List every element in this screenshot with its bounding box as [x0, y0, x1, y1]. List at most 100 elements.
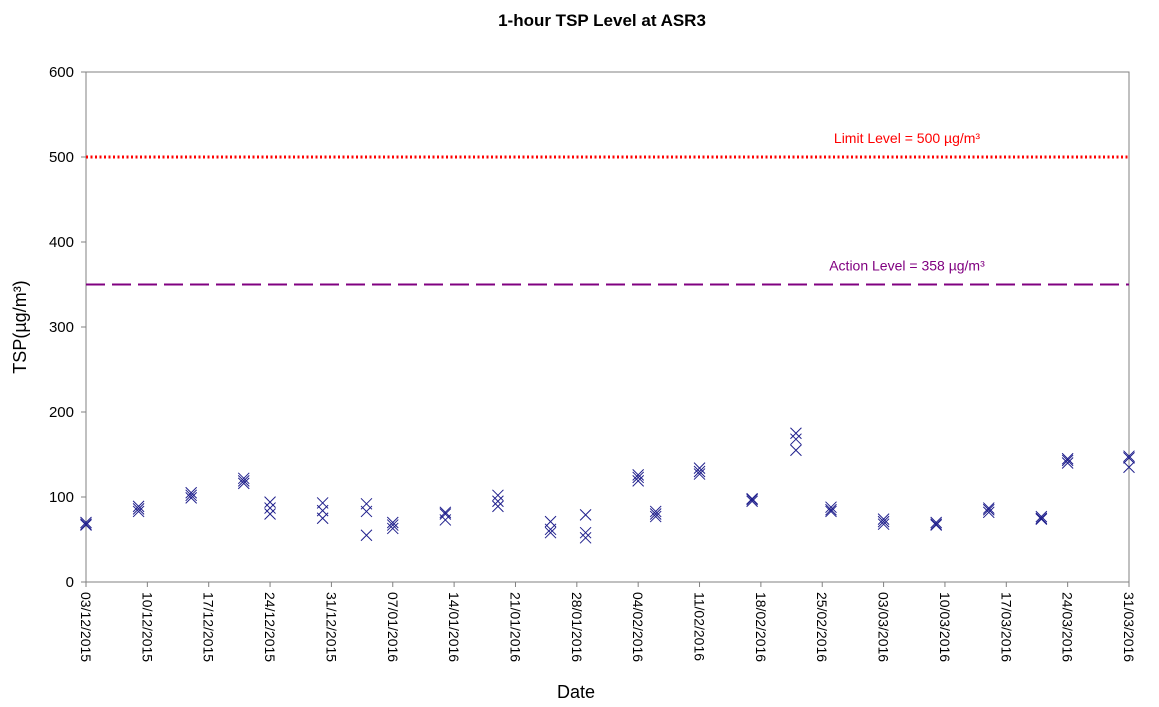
- x-axis-label: Date: [557, 682, 595, 702]
- x-tick-label: 10/03/2016: [937, 592, 953, 662]
- x-tick-label: 18/02/2016: [753, 592, 769, 662]
- data-point: [360, 529, 373, 542]
- data-point: [632, 469, 645, 481]
- data-point: [1061, 454, 1074, 467]
- data-point: [746, 495, 758, 508]
- data-point: [185, 489, 198, 502]
- data-point: [132, 505, 145, 518]
- data-points: [80, 427, 1135, 544]
- x-tick-label: 31/12/2015: [323, 592, 339, 662]
- data-point: [877, 515, 890, 528]
- reference-lines: Limit Level = 500 µg/m³ Action Level = 35…: [86, 130, 1129, 286]
- data-point: [632, 474, 645, 487]
- data-point: [492, 489, 504, 502]
- data-point: [492, 500, 504, 513]
- data-point: [982, 506, 995, 519]
- data-point: [982, 502, 995, 514]
- data-point: [877, 513, 890, 525]
- data-point: [264, 508, 276, 520]
- data-point: [360, 505, 373, 518]
- data-point: [825, 505, 837, 518]
- data-point: [1035, 510, 1048, 523]
- data-point: [825, 503, 837, 516]
- x-tick-label: 28/01/2016: [569, 592, 585, 662]
- data-point: [790, 433, 802, 446]
- data-point: [1035, 513, 1048, 525]
- data-point: [649, 508, 662, 520]
- data-point: [693, 465, 706, 478]
- data-point: [492, 495, 504, 508]
- data-point: [439, 508, 452, 520]
- data-point: [439, 506, 452, 519]
- data-point: [132, 503, 145, 515]
- data-point: [746, 492, 758, 505]
- x-axis: 03/12/2015 10/12/2015 17/12/2015 24/12/2015…: [78, 582, 1137, 662]
- data-point: [790, 427, 802, 440]
- x-tick-label: 03/12/2015: [78, 592, 94, 662]
- data-point: [1035, 512, 1048, 525]
- plot-area: [85, 71, 1130, 583]
- data-point: [1061, 457, 1074, 469]
- x-tick-label: 21/01/2016: [507, 592, 523, 662]
- y-tick-label: 300: [49, 319, 74, 336]
- data-point: [544, 526, 557, 539]
- data-point: [80, 519, 92, 531]
- data-point: [693, 462, 706, 474]
- data-point: [649, 505, 662, 518]
- y-tick-label: 100: [49, 489, 74, 506]
- data-point: [386, 522, 399, 535]
- data-point: [982, 503, 995, 516]
- x-tick-label: 10/12/2015: [139, 592, 155, 662]
- data-point: [316, 504, 329, 517]
- y-tick-label: 400: [49, 234, 74, 251]
- y-tick-label: 0: [66, 574, 74, 591]
- x-tick-label: 03/03/2016: [876, 592, 892, 662]
- data-point: [579, 508, 592, 521]
- data-point: [386, 516, 399, 529]
- data-point: [579, 526, 592, 539]
- data-point: [790, 444, 802, 457]
- x-tick-label: 07/01/2016: [385, 592, 401, 662]
- data-point: [930, 516, 943, 529]
- x-tick-label: 25/02/2016: [814, 592, 830, 662]
- x-tick-label: 11/02/2016: [692, 592, 708, 661]
- y-tick-label: 200: [49, 404, 74, 421]
- data-point: [544, 523, 557, 536]
- data-point: [185, 491, 198, 504]
- data-point: [1123, 452, 1135, 464]
- data-point: [930, 519, 943, 531]
- data-point: [237, 474, 250, 487]
- x-tick-label: 24/12/2015: [262, 592, 278, 662]
- data-point: [1061, 452, 1074, 465]
- data-point: [579, 531, 592, 544]
- data-point: [80, 516, 92, 529]
- x-tick-label: 14/01/2016: [446, 592, 462, 662]
- data-point: [80, 518, 92, 531]
- y-axis-label: TSP(µg/m³): [10, 280, 30, 373]
- y-tick-label: 600: [49, 64, 74, 81]
- x-tick-label: 17/03/2016: [998, 592, 1014, 662]
- data-point: [825, 501, 837, 514]
- data-point: [632, 471, 645, 484]
- limit-level-label: Limit Level = 500 µg/m³: [834, 130, 981, 146]
- data-point: [930, 518, 943, 531]
- data-point: [264, 502, 276, 514]
- data-point: [1123, 450, 1135, 463]
- chart-title: 1-hour TSP Level at ASR3: [498, 11, 706, 30]
- x-tick-label: 31/03/2016: [1121, 592, 1137, 662]
- data-point: [649, 510, 662, 523]
- data-point: [237, 472, 250, 485]
- action-level-label: Action Level = 358 µg/m³: [829, 258, 985, 274]
- x-tick-label: 17/12/2015: [201, 592, 217, 662]
- data-point: [693, 468, 706, 480]
- data-point: [237, 477, 250, 490]
- data-point: [746, 493, 758, 506]
- data-point: [386, 519, 399, 531]
- x-tick-label: 04/02/2016: [630, 592, 646, 662]
- x-tick-label: 24/03/2016: [1060, 592, 1076, 662]
- data-point: [132, 500, 145, 513]
- y-axis: 0 100 200 300 400 500 600: [49, 64, 86, 591]
- y-tick-label: 500: [49, 149, 74, 166]
- data-point: [185, 486, 198, 499]
